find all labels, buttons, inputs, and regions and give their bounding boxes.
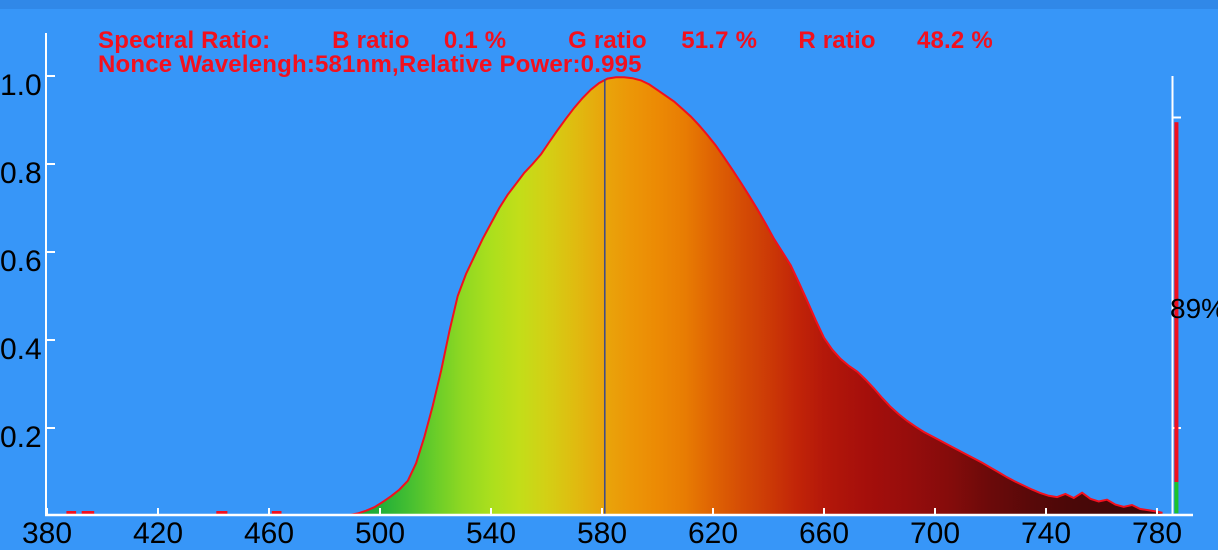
x-tick-label: 540	[465, 517, 517, 550]
ratio-bar-red	[1174, 122, 1179, 483]
baseline-blip	[271, 511, 282, 514]
x-tick-label: 740	[1020, 517, 1072, 550]
y-tick-label: 0.2	[0, 421, 42, 454]
y-tick-label: 1.0	[0, 69, 42, 102]
x-tick-label: 780	[1131, 517, 1183, 550]
baseline-blip	[216, 511, 228, 514]
ratio-bar-green	[1174, 482, 1179, 514]
bar-percentage-label: 89%	[1170, 293, 1218, 324]
x-tick-label: 620	[687, 517, 739, 550]
x-tick-label: 500	[354, 517, 406, 550]
y-tick-label: 0.4	[0, 333, 42, 366]
x-tick-label: 580	[576, 517, 628, 550]
y-tick-label: 0.8	[0, 157, 42, 190]
y-tick-label: 0.6	[0, 245, 42, 278]
spectral-ratio-readout: Spectral Ratio: B ratio 0.1 % G ratio 51…	[98, 27, 993, 54]
x-tick-label: 460	[243, 517, 295, 550]
x-tick-label: 660	[798, 517, 850, 550]
x-tick-label: 700	[909, 517, 961, 550]
x-tick-label: 420	[132, 517, 184, 550]
spectrum-area	[349, 77, 1163, 517]
spectrum-outline	[349, 76, 1163, 517]
peak-wavelength-readout: Nonce Wavelengh:581nm,Relative Power:0.9…	[98, 51, 642, 78]
window-top-edge	[0, 0, 1218, 9]
baseline-blip	[81, 511, 95, 514]
baseline-blip	[66, 511, 77, 514]
x-tick-label: 380	[21, 517, 73, 550]
